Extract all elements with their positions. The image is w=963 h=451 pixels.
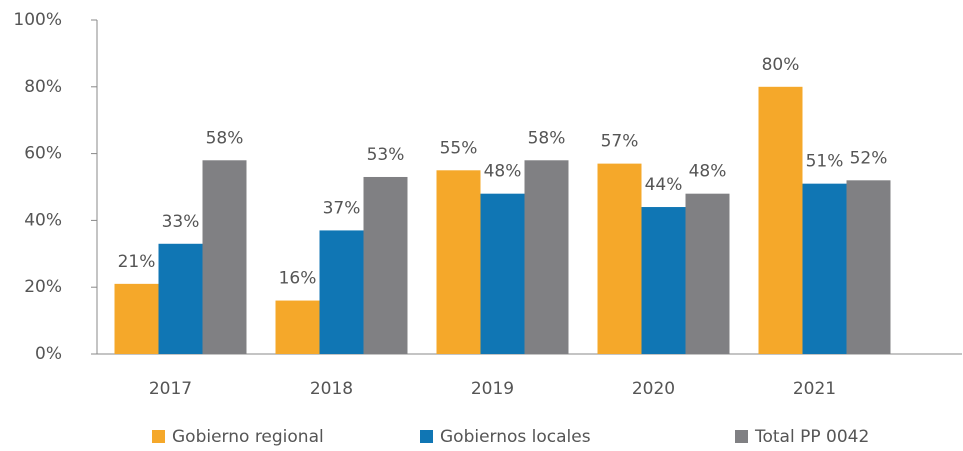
bar (319, 230, 364, 354)
x-tick-label: 2017 (149, 379, 192, 399)
y-tick-label: 100% (13, 10, 62, 30)
bar (758, 86, 803, 355)
legend-swatch (420, 430, 433, 443)
value-label: 52% (850, 148, 888, 168)
value-label: 16% (279, 269, 317, 289)
bar (202, 160, 247, 354)
legend-label: Total PP 0042 (754, 427, 869, 447)
x-tick-label: 2018 (310, 379, 353, 399)
value-label: 58% (206, 128, 244, 148)
value-label: 55% (440, 138, 478, 158)
bar (846, 180, 891, 354)
bar (685, 193, 730, 354)
bar (641, 207, 686, 354)
bar (436, 170, 481, 354)
bar (275, 300, 320, 354)
y-tick-label: 20% (24, 277, 62, 297)
bar (114, 283, 159, 354)
bar (480, 193, 525, 354)
legend-swatch (152, 430, 165, 443)
legend-swatch (735, 430, 748, 443)
value-label: 51% (806, 152, 844, 172)
value-label: 58% (528, 128, 566, 148)
bar (597, 163, 642, 354)
legend-label: Gobierno regional (172, 427, 324, 447)
y-tick-label: 60% (24, 144, 62, 164)
value-label: 37% (323, 198, 361, 218)
value-label: 48% (484, 162, 522, 182)
bar (158, 243, 203, 354)
bar (802, 183, 847, 354)
value-label: 33% (162, 212, 200, 232)
x-tick-label: 2020 (632, 379, 675, 399)
y-tick-label: 80% (24, 77, 62, 97)
value-label: 48% (689, 162, 727, 182)
bar (363, 176, 408, 354)
value-label: 21% (118, 252, 156, 272)
legend-label: Gobiernos locales (440, 427, 591, 447)
x-tick-label: 2019 (471, 379, 514, 399)
y-tick-label: 40% (24, 210, 62, 230)
value-label: 57% (601, 132, 639, 152)
value-label: 80% (762, 55, 800, 75)
x-tick-label: 2021 (793, 379, 836, 399)
y-tick-label: 0% (35, 344, 62, 364)
value-label: 44% (645, 175, 683, 195)
value-label: 53% (367, 145, 405, 165)
bar (524, 160, 569, 354)
